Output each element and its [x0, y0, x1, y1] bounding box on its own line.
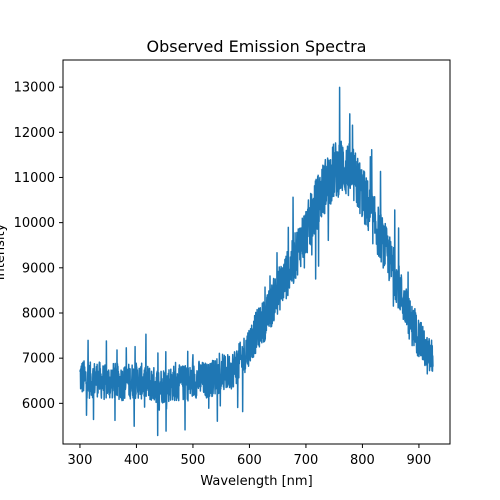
x-tick-label: 800: [350, 453, 375, 468]
chart-title: Observed Emission Spectra: [147, 37, 367, 56]
y-axis-label: Intensity: [0, 223, 8, 280]
y-axis: 6000 7000 8000 9000 10000 11000 12000 13000: [14, 81, 63, 412]
y-tick-label: 6000: [22, 397, 55, 412]
x-tick-label: 500: [181, 453, 206, 468]
x-tick-label: 900: [407, 453, 432, 468]
plot-area-frame: [62, 59, 451, 445]
y-tick-label: 8000: [22, 306, 55, 321]
x-tick-label: 300: [68, 453, 93, 468]
x-tick-label: 400: [124, 453, 149, 468]
x-axis-label: Wavelength [nm]: [200, 474, 312, 489]
y-tick-label: 10000: [14, 216, 55, 231]
y-tick-label: 12000: [14, 126, 55, 141]
x-axis: 300 400 500 600 700 800 900: [68, 444, 432, 468]
x-tick-label: 600: [237, 453, 262, 468]
series-line-intensity: [79, 86, 434, 437]
y-tick-label: 11000: [14, 171, 55, 186]
y-tick-label: 7000: [22, 352, 55, 367]
y-tick-label: 13000: [14, 81, 55, 96]
x-tick-label: 700: [294, 453, 319, 468]
y-tick-label: 9000: [22, 261, 55, 276]
